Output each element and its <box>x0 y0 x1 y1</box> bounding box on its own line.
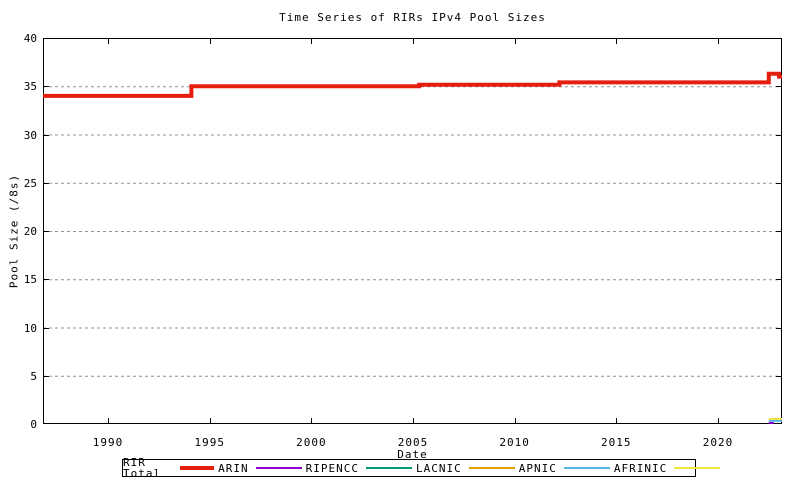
series-line-rir-total <box>43 71 782 98</box>
legend-line-swatch <box>563 467 610 469</box>
y-tick-label: 25 <box>23 176 37 190</box>
x-tick-label: 2020 <box>702 436 734 449</box>
x-tick-label: 2000 <box>296 436 327 449</box>
legend-line-swatch <box>180 466 215 470</box>
legend-item-lacnic: LACNIC <box>416 463 519 474</box>
y-tick-label: 35 <box>23 80 37 94</box>
legend-label: RIPENCC <box>305 461 359 475</box>
y-tick-label: 10 <box>23 321 37 335</box>
chart-title: Time Series of RIRs IPv4 Pool Sizes <box>279 11 546 24</box>
legend-label: APNIC <box>518 461 557 475</box>
y-tick-label: 0 <box>30 418 37 431</box>
y-tick-label: 30 <box>23 128 37 142</box>
x-tick-label: 2005 <box>397 436 429 449</box>
x-tick-label: 1995 <box>194 436 225 449</box>
legend-line-swatch <box>365 467 412 469</box>
y-tick-label: 15 <box>23 273 37 287</box>
legend-label: ARIN <box>218 461 249 475</box>
legend-item-ripencc: RIPENCC <box>306 463 416 474</box>
legend-item-rir-total: RIR Total <box>123 457 218 479</box>
legend-item-apnic: APNIC <box>519 463 614 474</box>
y-tick-label: 20 <box>23 225 37 238</box>
legend-line-swatch <box>674 467 721 469</box>
legend-label: AFRINIC <box>613 461 668 475</box>
plot-area <box>43 38 782 424</box>
legend-label: RIR Total <box>123 456 162 480</box>
legend-item-arin: ARIN <box>218 463 306 474</box>
legend-line-swatch <box>255 467 302 469</box>
x-axis-title: Date <box>397 448 428 461</box>
x-tick-label: 2010 <box>499 436 530 449</box>
y-tick-label: 40 <box>23 32 37 45</box>
x-tick-label: 1990 <box>92 436 124 449</box>
legend-label: LACNIC <box>415 461 462 475</box>
x-tick-label: 2015 <box>601 436 632 449</box>
legend-line-swatch <box>468 467 515 469</box>
y-axis-title: Pool Size (/8s) <box>7 173 21 289</box>
y-tick-label: 5 <box>30 369 37 383</box>
legend-item-afrinic: AFRINIC <box>614 463 724 474</box>
legend: RIR Total ARIN RIPENCC LACNIC APNIC AFRINIC <box>122 457 721 479</box>
